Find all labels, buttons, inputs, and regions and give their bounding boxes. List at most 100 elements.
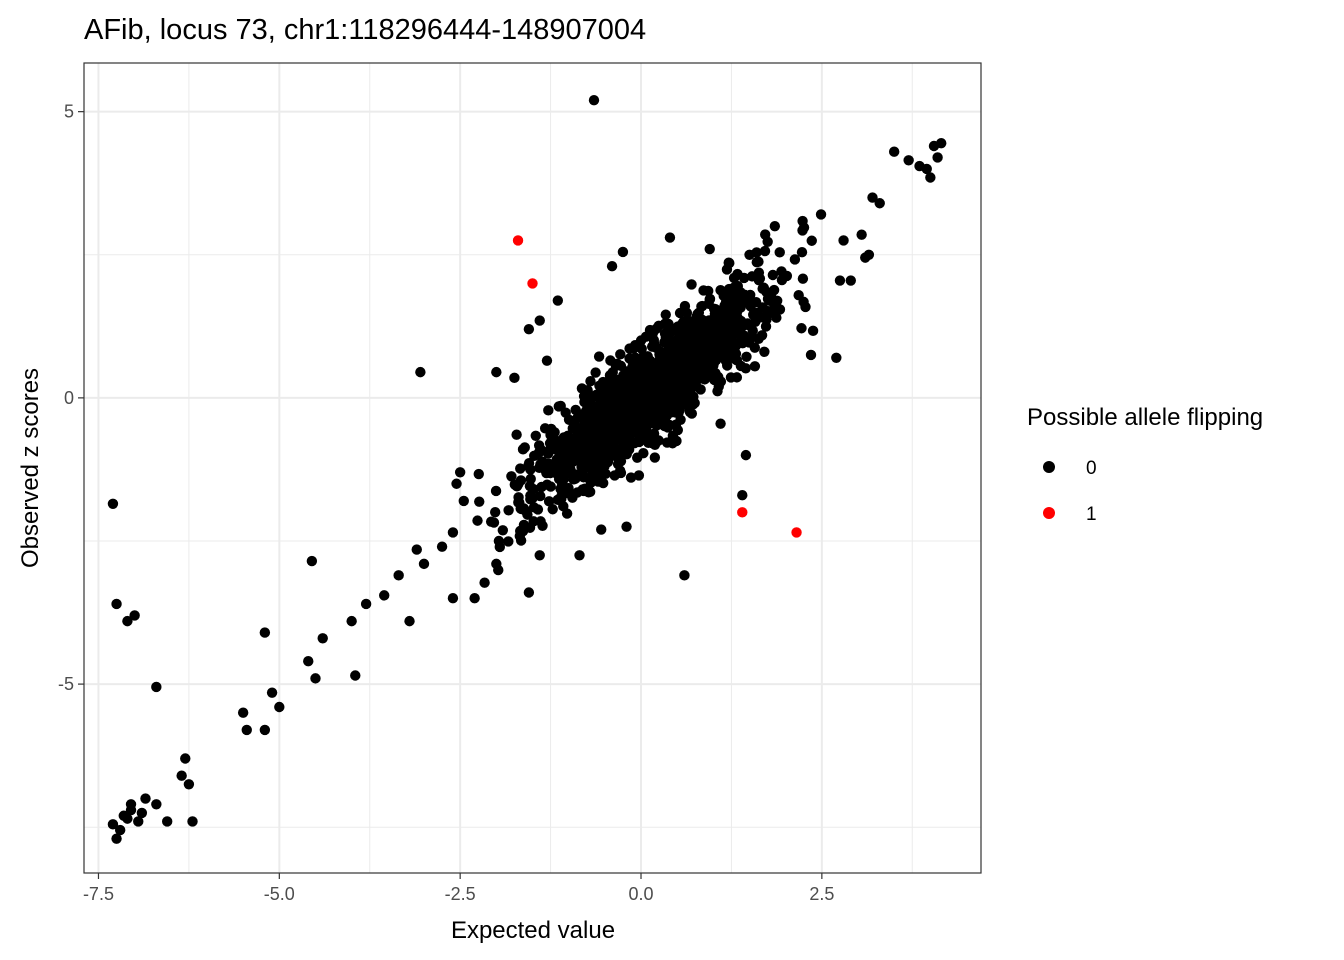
point-flip-0 [760,229,771,240]
plot-border [83,62,982,874]
point-flip-0 [711,375,723,387]
point-flip-0 [530,430,541,441]
point-flip-0 [418,558,430,570]
point-flip-0 [543,405,554,416]
point-flip-0 [615,398,627,409]
point-flip-0 [838,235,849,246]
point-flip-0 [136,807,148,819]
point-flip-0 [658,399,670,411]
point-flip-0 [658,409,669,421]
point-flip-0 [705,317,716,328]
point-flip-0 [509,479,520,490]
point-flip-0 [180,753,191,764]
point-flip-0 [576,383,588,394]
point-flip-0 [845,275,856,286]
point-flip-0 [506,471,517,482]
point-flip-0 [681,370,692,382]
point-flip-0 [646,341,658,352]
point-flip-0 [274,701,285,713]
point-flip-0 [753,274,765,286]
point-flip-0 [550,444,561,455]
point-flip-0 [598,477,609,489]
point-flip-0 [624,353,635,364]
point-flip-0 [888,146,900,157]
point-flip-0 [525,464,536,475]
point-flip-0 [797,215,808,227]
point-flip-0 [607,367,618,378]
point-flip-0 [667,358,678,370]
point-flip-0 [686,279,697,290]
point-flip-0 [176,770,187,781]
point-flip-0 [642,412,654,424]
point-flip-0 [860,252,871,263]
point-flip-0 [745,298,757,309]
point-flip-0 [570,421,581,433]
point-flip-0 [663,329,675,341]
point-flip-0 [757,302,768,313]
point-flip-0 [524,522,536,533]
point-flip-0 [528,483,539,495]
point-flip-0 [742,318,753,329]
point-flip-0 [451,478,462,489]
point-flip-0 [555,400,566,412]
point-flip-0 [266,687,278,698]
point-flip-0 [606,261,618,272]
point-flip-0 [726,305,737,316]
point-flip-0 [597,418,608,429]
point-flip-0 [670,366,681,377]
point-flip-0 [724,330,735,342]
point-flip-0 [641,379,652,391]
point-flip-0 [241,724,252,736]
point-flip-0 [472,515,483,526]
point-flip-0 [593,351,605,362]
point-flip-0 [122,813,133,824]
point-flip-0 [579,438,590,449]
point-flip-0 [867,192,878,203]
point-flip-0 [632,452,643,463]
point-flip-0 [523,323,535,335]
point-flip-0 [704,243,715,255]
point-flip-0 [671,435,682,447]
point-flip-0 [543,496,555,507]
point-flip-0 [490,485,502,497]
point-flip-0 [615,413,626,425]
point-flip-0 [488,517,500,528]
point-flip-0 [925,172,936,183]
point-flip-1 [791,527,802,538]
point-flip-0 [715,418,726,429]
legend-key-0 [1043,461,1055,473]
point-flip-0 [672,424,684,436]
point-flip-0 [360,598,372,610]
point-flip-0 [805,349,817,361]
point-flip-0 [125,799,137,810]
point-flip-0 [856,229,867,240]
point-flip-0 [621,521,632,532]
point-flip-0 [609,405,620,416]
point-flip-0 [623,436,634,447]
point-flip-0 [633,408,644,419]
point-flip-0 [628,343,639,355]
point-flip-0 [739,289,750,301]
point-flip-0 [633,470,645,481]
point-flip-0 [447,593,459,604]
point-flip-0 [237,707,249,718]
x-tick-label: -5.0 [264,884,295,904]
point-flip-0 [744,249,755,260]
point-flip-0 [677,319,689,330]
point-flip-0 [732,313,744,324]
point-flip-0 [469,593,480,604]
point-flip-0 [379,590,390,601]
point-flip-0 [649,452,661,463]
y-tick-label: 0 [64,388,74,408]
point-flip-0 [513,497,524,508]
point-flip-0 [796,246,808,258]
x-axis: -7.5 -5.0 -2.5 0.0 2.5 [83,873,834,904]
point-flip-0 [709,348,720,359]
point-flip-0 [674,384,685,395]
point-flip-0 [473,468,484,480]
y-axis: 5 0 -5 [58,102,84,694]
point-flip-0 [620,366,631,377]
point-flip-0 [715,305,726,316]
point-flip-0 [541,479,553,490]
